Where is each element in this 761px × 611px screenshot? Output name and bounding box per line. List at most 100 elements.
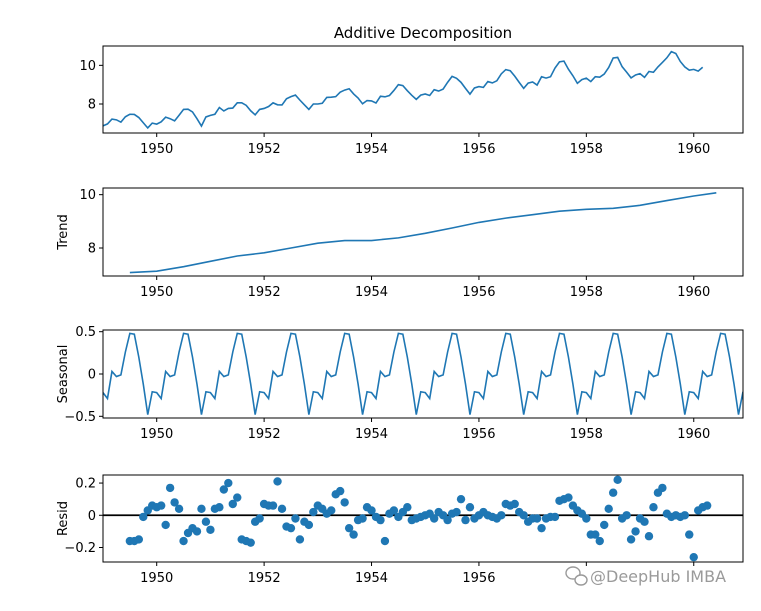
resid-point (380, 536, 390, 546)
resid-point (608, 488, 618, 497)
x-tick-label: 1956 (462, 427, 495, 442)
panel-1: Additive Decomposition 1950 1952 1954 1956 19… (79, 24, 744, 157)
resid-point (170, 498, 179, 507)
resid-point (452, 507, 461, 517)
resid-point (658, 483, 667, 493)
resid-point (550, 512, 560, 522)
resid-point (335, 486, 345, 496)
resid-point (295, 535, 305, 544)
y-tick-label: 10 (79, 59, 96, 74)
resid-point (291, 514, 300, 523)
resid-point (340, 498, 349, 507)
x-tick-label: 1958 (570, 285, 603, 300)
resid-point (680, 511, 689, 520)
y-tick-label: −0.5 (64, 410, 96, 425)
y-axis-label-seasonal: Seasonal (56, 345, 71, 404)
resid-point (233, 493, 242, 502)
resid-point (277, 504, 287, 514)
y-tick-label: 0.2 (75, 477, 96, 492)
plot-area (103, 50, 704, 130)
x-tick-label: 1954 (355, 571, 388, 586)
resid-point (349, 530, 358, 539)
x-tick-label: 1956 (462, 571, 495, 586)
x-tick-label: 1954 (355, 285, 388, 300)
resid-point (685, 530, 694, 539)
resid-point (622, 511, 631, 520)
resid-point (255, 514, 264, 523)
resid-point (201, 517, 211, 526)
resid-point (165, 483, 175, 493)
resid-point (465, 503, 475, 512)
x-tick-label: 1954 (355, 142, 388, 157)
resid-point (595, 536, 604, 546)
y-tick-label: 0.5 (75, 325, 96, 340)
resid-point (367, 506, 376, 515)
resid-point (228, 499, 237, 509)
resid-point (174, 504, 184, 514)
resid-point (519, 511, 528, 520)
x-tick-label: 1952 (248, 285, 281, 300)
x-tick-label: 1952 (248, 142, 281, 157)
resid-point (631, 527, 640, 536)
resid-point (689, 552, 698, 562)
resid-point (564, 493, 573, 502)
resid-point (197, 504, 206, 514)
x-tick-label: 1960 (677, 427, 710, 442)
resid-point (224, 478, 233, 488)
y-axis-label-trend: Trend (56, 214, 71, 251)
axes-frame (102, 45, 744, 134)
x-tick-label: 1960 (677, 142, 710, 157)
resid-point (389, 506, 399, 515)
resid-point (206, 525, 215, 534)
y-tick-label: 8 (88, 98, 96, 113)
series-line (129, 192, 717, 274)
resid-point (358, 514, 367, 523)
x-tick-label: 1958 (570, 142, 603, 157)
resid-point (327, 506, 336, 515)
axes-frame (102, 474, 744, 563)
y-tick-label: −0.2 (64, 541, 96, 556)
resid-point (510, 499, 519, 509)
resid-point (640, 517, 649, 526)
series-line (103, 332, 743, 415)
chart-title: Additive Decomposition (334, 24, 512, 42)
resid-point (304, 520, 314, 530)
panel-4: Resid 1950 1952 1954 1956 −0.2 0 0.2 (56, 474, 744, 586)
resid-point (537, 523, 546, 533)
resid-point (215, 503, 224, 512)
resid-point (156, 501, 166, 510)
resid-point (246, 538, 255, 547)
y-tick-label: 0 (88, 368, 96, 383)
resid-point (626, 535, 636, 544)
resid-point (268, 501, 278, 510)
resid-point (456, 494, 466, 504)
resid-point (604, 504, 613, 514)
y-tick-label: 8 (88, 242, 96, 257)
resid-point (403, 503, 412, 512)
resid-point (582, 514, 591, 523)
resid-point (702, 501, 712, 510)
x-tick-label: 1956 (462, 285, 495, 300)
axes-frame (102, 187, 744, 277)
resid-point (134, 535, 144, 544)
resid-point (443, 515, 452, 525)
x-tick-label: 1958 (570, 427, 603, 442)
resid-point (497, 511, 506, 520)
x-tick-label: 1950 (140, 285, 173, 300)
resid-point (309, 507, 318, 517)
x-tick-label: 1956 (462, 142, 495, 157)
y-tick-label: 10 (79, 188, 96, 203)
resid-point (192, 527, 202, 536)
plot-area (103, 332, 743, 415)
resid-point (376, 515, 385, 525)
x-tick-label: 1960 (677, 285, 710, 300)
wechat-icon (565, 566, 588, 586)
series-line (103, 50, 704, 130)
resid-point (649, 503, 658, 512)
x-tick-label: 1954 (355, 427, 388, 442)
plot-area (129, 192, 717, 274)
x-tick-label: 1952 (248, 427, 281, 442)
x-tick-label: 1950 (140, 571, 173, 586)
resid-point (591, 530, 600, 539)
